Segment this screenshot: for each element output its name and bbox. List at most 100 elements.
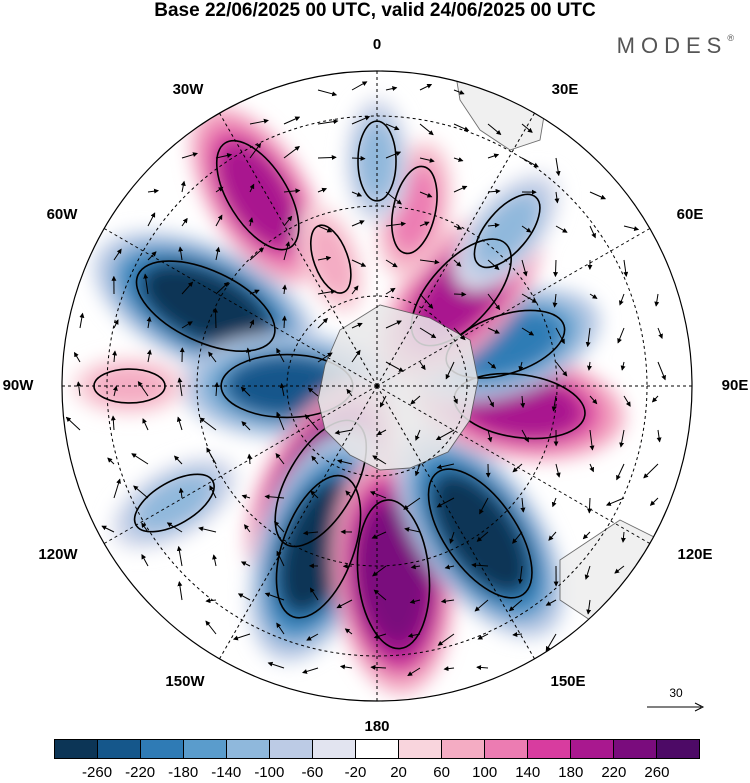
wind-vector <box>351 285 359 295</box>
wind-vector <box>409 599 421 604</box>
wind-vector <box>657 361 666 381</box>
wind-vector <box>279 382 285 397</box>
contour-line <box>135 260 276 352</box>
wind-vector <box>249 319 255 329</box>
wind-vector <box>283 241 291 261</box>
wind-vector <box>521 225 532 233</box>
graticule <box>62 71 692 701</box>
wind-vector <box>131 453 149 465</box>
wind-vector <box>656 429 662 443</box>
wind-vector <box>369 491 387 499</box>
colorbar-tick-label: -100 <box>254 764 285 781</box>
wind-vector <box>283 116 301 125</box>
wind-vector <box>545 633 557 652</box>
wind-vector <box>419 259 440 265</box>
wind-vector <box>198 526 217 533</box>
wind-vector <box>521 259 528 277</box>
wind-vector <box>605 497 625 506</box>
wind-vector <box>283 188 301 194</box>
wind-vector <box>415 429 421 441</box>
coastlines <box>317 71 661 621</box>
wind-vector <box>373 589 387 601</box>
colorbar-segment <box>485 740 528 758</box>
wind-vector <box>240 561 251 567</box>
colorbar-segment <box>528 740 571 758</box>
wind-vector <box>310 490 319 499</box>
longitude-label: 30E <box>551 81 579 98</box>
contour-line <box>391 165 438 255</box>
wind-vector <box>345 490 353 499</box>
wind-vector <box>215 186 224 193</box>
wind-vector <box>281 315 287 329</box>
longitude-label: 60E <box>676 206 704 223</box>
wind-vector <box>370 664 387 670</box>
wind-vector <box>487 222 500 228</box>
wind-vector <box>232 633 251 641</box>
wind-vector <box>385 191 402 205</box>
wind-vector <box>403 497 421 510</box>
map-boundary <box>61 70 693 702</box>
wind-vector <box>74 351 81 363</box>
meridian <box>376 385 651 544</box>
meridian <box>103 228 378 387</box>
wind-vector <box>351 115 371 125</box>
wind-vector <box>306 633 319 641</box>
wind-vector <box>205 598 217 604</box>
wind-vector <box>487 123 502 136</box>
meridian <box>376 228 651 387</box>
longitude-label: 150E <box>550 673 586 690</box>
wind-vector <box>585 327 591 348</box>
wind-vector <box>181 152 198 159</box>
wind-vector <box>619 429 625 448</box>
wind-vector <box>241 494 251 500</box>
wind-vector <box>379 395 387 408</box>
wind-vector <box>586 599 592 615</box>
wind-vector <box>487 361 497 369</box>
wind-vector <box>477 633 489 640</box>
wind-vector <box>548 531 557 541</box>
wind-vector <box>307 387 319 397</box>
wind-vector <box>584 565 591 580</box>
wind-vector <box>555 327 565 345</box>
contour-line <box>473 193 541 269</box>
wind-vector <box>437 633 455 646</box>
wind-vector <box>487 293 501 311</box>
wind-vector <box>110 415 116 431</box>
colorbar-segment <box>141 740 184 758</box>
contour-line <box>356 499 431 650</box>
wind-vector <box>141 522 149 533</box>
longitude-label: 90E <box>721 377 749 394</box>
wind-vector <box>453 259 462 267</box>
anomaly-centre <box>430 471 531 595</box>
wind-vector <box>404 527 421 533</box>
wind-vector <box>419 293 434 309</box>
wind-vector <box>385 221 407 227</box>
longitude-label: 0 <box>372 36 382 53</box>
wind-vector <box>623 395 631 407</box>
wind-vector <box>521 157 539 168</box>
wind-vector <box>176 545 183 567</box>
wind-vector <box>436 497 455 508</box>
wind-vector <box>245 347 251 363</box>
colorbar-segment <box>356 740 399 758</box>
wind-vector <box>276 411 285 431</box>
wind-vector <box>407 633 421 638</box>
wind-vector <box>589 191 607 200</box>
wind-vector <box>371 531 387 539</box>
wind-vector <box>176 416 183 431</box>
wind-vector <box>555 463 561 478</box>
wind-vector <box>620 361 626 371</box>
wind-vector <box>214 381 220 397</box>
wind-vector <box>273 521 285 533</box>
anomaly-centre <box>475 195 539 266</box>
wind-vector <box>487 188 501 194</box>
wind-vector <box>79 312 85 329</box>
wind-vector <box>133 485 149 499</box>
colorbar-tick-label: -180 <box>168 764 199 781</box>
wind-vector <box>344 628 353 635</box>
wind-vector <box>582 531 591 540</box>
wind-vector <box>142 418 149 431</box>
wind-vector <box>512 531 523 544</box>
wind-vector <box>243 524 251 533</box>
wind-vector <box>385 86 398 92</box>
